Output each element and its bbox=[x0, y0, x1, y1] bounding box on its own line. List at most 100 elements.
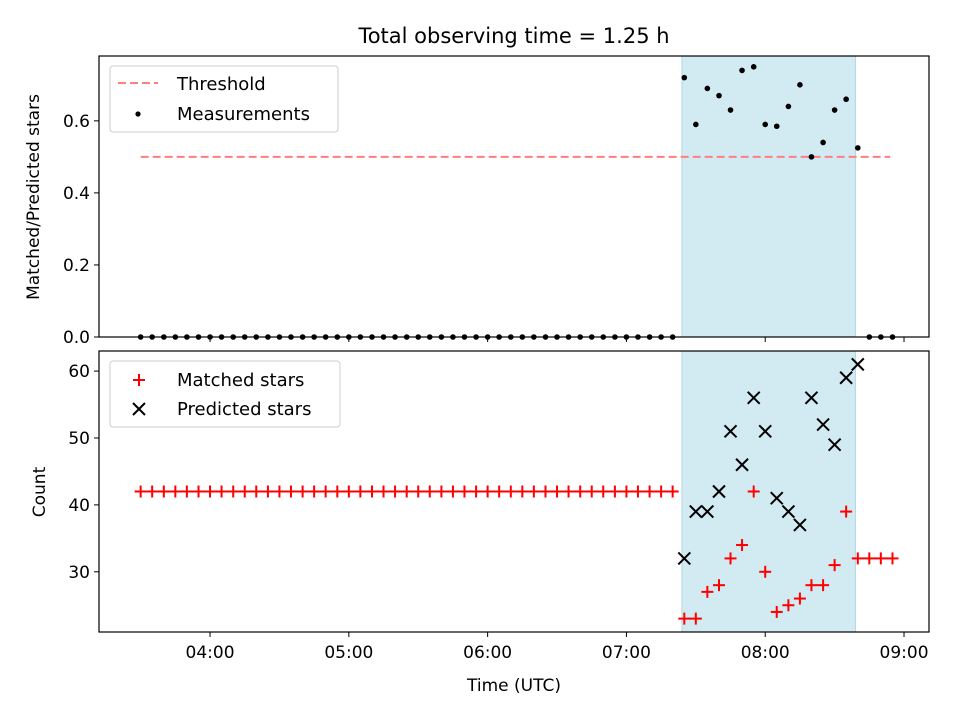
matched-stars-point bbox=[157, 485, 170, 498]
measurements-point bbox=[681, 74, 688, 81]
predicted-stars-point bbox=[851, 357, 865, 372]
matched-stars-point bbox=[701, 585, 714, 598]
matched-stars-point bbox=[273, 485, 286, 498]
matched-stars-point bbox=[817, 579, 830, 592]
matched-stars-point bbox=[412, 485, 425, 498]
predicted-stars-point bbox=[689, 504, 703, 519]
matched-stars-point bbox=[493, 485, 506, 498]
matched-stars-point bbox=[146, 485, 159, 498]
matched-stars-point bbox=[423, 485, 436, 498]
x-tick-label: 05:00 bbox=[324, 643, 373, 663]
matched-stars-point bbox=[620, 485, 633, 498]
matched-stars-point bbox=[134, 485, 147, 498]
predicted-stars-point bbox=[804, 391, 819, 405]
matched-stars-point bbox=[331, 485, 344, 498]
top-plot-frame bbox=[98, 55, 930, 338]
matched-stars-point bbox=[527, 485, 540, 498]
matched-stars-point bbox=[238, 485, 251, 498]
x-axis-label: Time (UTC) bbox=[466, 676, 561, 696]
measurements-point bbox=[773, 123, 780, 130]
matched-stars-point bbox=[261, 485, 274, 498]
measurements-point bbox=[820, 139, 826, 146]
matched-stars-point bbox=[782, 599, 795, 612]
predicted-stars-point bbox=[735, 458, 749, 472]
matched-stars-point bbox=[342, 485, 355, 498]
matched-stars-point bbox=[643, 485, 656, 498]
matched-stars-point bbox=[354, 485, 367, 498]
matched-stars-point bbox=[504, 485, 517, 498]
matched-stars-point bbox=[296, 485, 309, 498]
matched-stars-point bbox=[389, 485, 402, 498]
measurements-point bbox=[797, 82, 803, 88]
matched-stars-point bbox=[747, 485, 760, 498]
predicted-stars-point bbox=[816, 417, 830, 432]
matched-stars-point bbox=[250, 485, 263, 498]
matched-stars-point bbox=[689, 612, 702, 625]
predicted-stars-legend-marker bbox=[132, 402, 146, 416]
chart-title: Total observing time = 1.25 h bbox=[357, 24, 669, 48]
matched-stars-point bbox=[597, 485, 610, 498]
matched-stars-point bbox=[169, 485, 182, 498]
matched-stars-point bbox=[851, 552, 864, 565]
matched-stars-point bbox=[204, 485, 217, 498]
bottom-y-axis-label: Count bbox=[30, 466, 50, 517]
measurements-point bbox=[716, 92, 722, 99]
predicted-stars-point bbox=[700, 504, 715, 519]
matched-stars-point bbox=[516, 485, 529, 498]
matched-stars-point bbox=[319, 485, 332, 498]
matched-stars-point bbox=[631, 485, 644, 498]
matched-stars-point bbox=[470, 485, 483, 498]
y-tick-label: 30 bbox=[68, 563, 90, 583]
matched-stars-point bbox=[585, 485, 598, 498]
measurements-point bbox=[762, 121, 769, 128]
x-tick-label: 04:00 bbox=[186, 643, 235, 663]
measurements-legend-label: Measurements bbox=[177, 104, 310, 125]
y-tick-label: 0.4 bbox=[63, 184, 90, 204]
matched-stars-point bbox=[736, 539, 749, 552]
matched-stars-point bbox=[215, 485, 228, 498]
predicted-stars-point bbox=[677, 551, 692, 566]
threshold-legend-label: Threshold bbox=[176, 74, 266, 95]
predicted-stars-legend-label: Predicted stars bbox=[177, 399, 311, 420]
measurements-point bbox=[843, 96, 849, 103]
y-tick-label: 0.6 bbox=[63, 112, 90, 132]
matched-stars-point bbox=[539, 485, 552, 498]
x-tick-label: 07:00 bbox=[602, 643, 651, 663]
x-tick-label: 08:00 bbox=[741, 643, 790, 663]
matched-stars-point bbox=[308, 485, 321, 498]
predicted-stars-point bbox=[758, 424, 772, 438]
measurements-point bbox=[750, 64, 757, 70]
measurements-point bbox=[704, 85, 711, 92]
matched-stars-point bbox=[192, 485, 205, 498]
measurements-point bbox=[693, 121, 699, 128]
predicted-stars-point bbox=[712, 484, 726, 499]
observing-window-shade bbox=[681, 55, 856, 338]
matched-stars-point bbox=[678, 612, 691, 625]
matched-stars-point bbox=[435, 485, 448, 498]
x-tick-label: 09:00 bbox=[880, 643, 929, 663]
y-tick-label: 50 bbox=[68, 429, 90, 449]
matched-stars-point bbox=[805, 579, 818, 592]
matched-stars-point bbox=[713, 579, 726, 592]
measurements-point bbox=[854, 145, 861, 151]
y-tick-label: 60 bbox=[68, 362, 90, 382]
x-tick-label: 06:00 bbox=[463, 643, 512, 663]
matched-stars-point bbox=[608, 485, 621, 498]
matched-stars-point bbox=[655, 485, 668, 498]
matched-stars-point bbox=[666, 485, 679, 498]
y-tick-label: 0.2 bbox=[63, 256, 90, 276]
matched-stars-point bbox=[574, 485, 587, 498]
measurements-point bbox=[808, 154, 815, 160]
bottom-plot-frame bbox=[98, 350, 930, 633]
matched-stars-legend-label: Matched stars bbox=[177, 370, 304, 391]
matched-stars-point bbox=[874, 552, 887, 565]
predicted-stars-point bbox=[793, 518, 807, 532]
measurements-point bbox=[727, 107, 734, 113]
matched-stars-point bbox=[886, 552, 899, 565]
y-tick-label: 40 bbox=[68, 496, 90, 516]
matched-stars-point bbox=[863, 552, 876, 565]
measurements-point bbox=[785, 103, 792, 110]
bottom-legend: Matched stars Predicted stars bbox=[109, 360, 341, 428]
matched-stars-point bbox=[458, 485, 471, 498]
